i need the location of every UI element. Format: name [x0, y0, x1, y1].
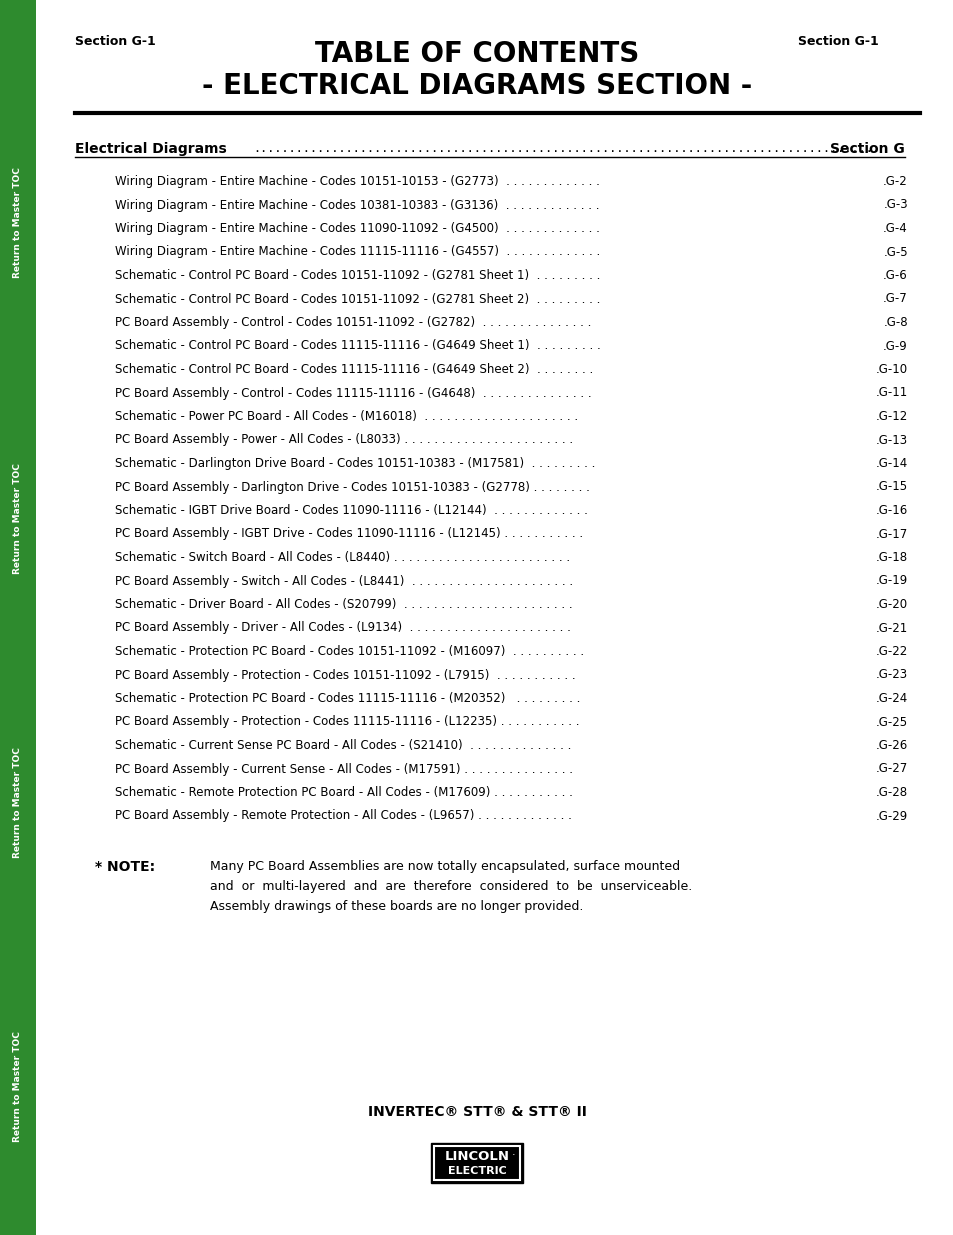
Text: PC Board Assembly - Protection - Codes 10151-11092 - (L7915)  . . . . . . . . . : PC Board Assembly - Protection - Codes 1…: [115, 668, 575, 682]
Text: .G-7: .G-7: [882, 293, 907, 305]
Text: .G-18: .G-18: [875, 551, 907, 564]
Text: Schematic - Switch Board - All Codes - (L8440) . . . . . . . . . . . . . . . . .: Schematic - Switch Board - All Codes - (…: [115, 551, 570, 564]
Text: PC Board Assembly - Power - All Codes - (L8033) . . . . . . . . . . . . . . . . : PC Board Assembly - Power - All Codes - …: [115, 433, 573, 447]
Text: .G-21: .G-21: [875, 621, 907, 635]
Text: .G-22: .G-22: [875, 645, 907, 658]
Text: and  or  multi-layered  and  are  therefore  considered  to  be  unserviceable.: and or multi-layered and are therefore c…: [210, 881, 692, 893]
Text: Schematic - Power PC Board - All Codes - (M16018)  . . . . . . . . . . . . . . .: Schematic - Power PC Board - All Codes -…: [115, 410, 578, 424]
Text: .G-25: .G-25: [875, 715, 907, 729]
Text: Schematic - Protection PC Board - Codes 11115-11116 - (M20352)   . . . . . . . .: Schematic - Protection PC Board - Codes …: [115, 692, 579, 705]
Text: Schematic - IGBT Drive Board - Codes 11090-11116 - (L12144)  . . . . . . . . . .: Schematic - IGBT Drive Board - Codes 110…: [115, 504, 587, 517]
Text: Section G: Section G: [829, 142, 904, 156]
Text: Return to Master TOC: Return to Master TOC: [13, 463, 23, 574]
Text: .G-11: .G-11: [875, 387, 907, 399]
Text: Schematic - Darlington Drive Board - Codes 10151-10383 - (M17581)  . . . . . . .: Schematic - Darlington Drive Board - Cod…: [115, 457, 595, 471]
Text: Schematic - Driver Board - All Codes - (S20799)  . . . . . . . . . . . . . . . .: Schematic - Driver Board - All Codes - (…: [115, 598, 572, 611]
Text: Schematic - Control PC Board - Codes 11115-11116 - (G4649 Sheet 2)  . . . . . . : Schematic - Control PC Board - Codes 111…: [115, 363, 593, 375]
Text: Electrical Diagrams: Electrical Diagrams: [75, 142, 227, 156]
Text: Wiring Diagram - Entire Machine - Codes 11090-11092 - (G4500)  . . . . . . . . .: Wiring Diagram - Entire Machine - Codes …: [115, 222, 599, 235]
Text: Assembly drawings of these boards are no longer provided.: Assembly drawings of these boards are no…: [210, 900, 583, 913]
Text: PC Board Assembly - Switch - All Codes - (L8441)  . . . . . . . . . . . . . . . : PC Board Assembly - Switch - All Codes -…: [115, 574, 573, 588]
Text: .G-27: .G-27: [875, 762, 907, 776]
Bar: [0, 0, 36, 1235]
Text: PC Board Assembly - Protection - Codes 11115-11116 - (L12235) . . . . . . . . . : PC Board Assembly - Protection - Codes 1…: [115, 715, 578, 729]
Text: INVERTEC® STT® & STT® II: INVERTEC® STT® & STT® II: [367, 1105, 586, 1119]
Text: Section G-1: Section G-1: [75, 35, 155, 48]
Text: .G-10: .G-10: [875, 363, 907, 375]
Text: Schematic - Protection PC Board - Codes 10151-11092 - (M16097)  . . . . . . . . : Schematic - Protection PC Board - Codes …: [115, 645, 583, 658]
Text: Wiring Diagram - Entire Machine - Codes 10381-10383 - (G3136)  . . . . . . . . .: Wiring Diagram - Entire Machine - Codes …: [115, 199, 598, 211]
Text: Section G-1: Section G-1: [798, 35, 878, 48]
Text: ................................................................................: ........................................…: [253, 142, 879, 156]
Text: .G-3: .G-3: [882, 199, 907, 211]
Text: .G-2: .G-2: [882, 175, 907, 188]
Text: .G-9: .G-9: [882, 340, 907, 352]
Text: PC Board Assembly - Control - Codes 11115-11116 - (G4648)  . . . . . . . . . . .: PC Board Assembly - Control - Codes 1111…: [115, 387, 591, 399]
Text: .G-29: .G-29: [875, 809, 907, 823]
Text: .G-6: .G-6: [882, 269, 907, 282]
Text: Schematic - Remote Protection PC Board - All Codes - (M17609) . . . . . . . . . : Schematic - Remote Protection PC Board -…: [115, 785, 572, 799]
Text: .G-8: .G-8: [882, 316, 907, 329]
Text: .G-20: .G-20: [875, 598, 907, 611]
Text: PC Board Assembly - Driver - All Codes - (L9134)  . . . . . . . . . . . . . . . : PC Board Assembly - Driver - All Codes -…: [115, 621, 570, 635]
Text: Return to Master TOC: Return to Master TOC: [13, 1031, 23, 1142]
Text: PC Board Assembly - Control - Codes 10151-11092 - (G2782)  . . . . . . . . . . .: PC Board Assembly - Control - Codes 1015…: [115, 316, 591, 329]
Text: * NOTE:: * NOTE:: [95, 860, 155, 874]
Text: .G-5: .G-5: [882, 246, 907, 258]
Text: PC Board Assembly - Remote Protection - All Codes - (L9657) . . . . . . . . . . : PC Board Assembly - Remote Protection - …: [115, 809, 571, 823]
Text: - ELECTRICAL DIAGRAMS SECTION -: - ELECTRICAL DIAGRAMS SECTION -: [202, 72, 751, 100]
Text: Schematic - Control PC Board - Codes 10151-11092 - (G2781 Sheet 1)  . . . . . . : Schematic - Control PC Board - Codes 101…: [115, 269, 599, 282]
Text: .G-4: .G-4: [882, 222, 907, 235]
Text: .G-16: .G-16: [875, 504, 907, 517]
Text: ·: ·: [512, 1150, 516, 1160]
Text: ELECTRIC: ELECTRIC: [447, 1166, 506, 1176]
Text: Wiring Diagram - Entire Machine - Codes 10151-10153 - (G2773)  . . . . . . . . .: Wiring Diagram - Entire Machine - Codes …: [115, 175, 599, 188]
Bar: [431, 1144, 522, 1183]
Text: LINCOLN: LINCOLN: [444, 1150, 509, 1163]
Text: .G-26: .G-26: [875, 739, 907, 752]
Text: PC Board Assembly - Darlington Drive - Codes 10151-10383 - (G2778) . . . . . . .: PC Board Assembly - Darlington Drive - C…: [115, 480, 589, 494]
Text: .G-15: .G-15: [875, 480, 907, 494]
Text: TABLE OF CONTENTS: TABLE OF CONTENTS: [314, 40, 639, 68]
Text: Schematic - Current Sense PC Board - All Codes - (S21410)  . . . . . . . . . . .: Schematic - Current Sense PC Board - All…: [115, 739, 571, 752]
Text: Return to Master TOC: Return to Master TOC: [13, 747, 23, 858]
Text: Wiring Diagram - Entire Machine - Codes 11115-11116 - (G4557)  . . . . . . . . .: Wiring Diagram - Entire Machine - Codes …: [115, 246, 599, 258]
Text: Schematic - Control PC Board - Codes 11115-11116 - (G4649 Sheet 1)  . . . . . . : Schematic - Control PC Board - Codes 111…: [115, 340, 600, 352]
Text: .G-14: .G-14: [875, 457, 907, 471]
Text: PC Board Assembly - Current Sense - All Codes - (M17591) . . . . . . . . . . . .: PC Board Assembly - Current Sense - All …: [115, 762, 573, 776]
Text: .G-19: .G-19: [875, 574, 907, 588]
Text: .G-24: .G-24: [875, 692, 907, 705]
Text: .G-28: .G-28: [875, 785, 907, 799]
Text: Schematic - Control PC Board - Codes 10151-11092 - (G2781 Sheet 2)  . . . . . . : Schematic - Control PC Board - Codes 101…: [115, 293, 599, 305]
Text: PC Board Assembly - IGBT Drive - Codes 11090-11116 - (L12145) . . . . . . . . . : PC Board Assembly - IGBT Drive - Codes 1…: [115, 527, 582, 541]
Text: Many PC Board Assemblies are now totally encapsulated, surface mounted: Many PC Board Assemblies are now totally…: [210, 860, 679, 873]
Text: .G-13: .G-13: [875, 433, 907, 447]
Text: .G-17: .G-17: [875, 527, 907, 541]
Text: Return to Master TOC: Return to Master TOC: [13, 167, 23, 278]
Bar: [434, 1146, 519, 1179]
Text: .G-23: .G-23: [875, 668, 907, 682]
Text: .G-12: .G-12: [875, 410, 907, 424]
